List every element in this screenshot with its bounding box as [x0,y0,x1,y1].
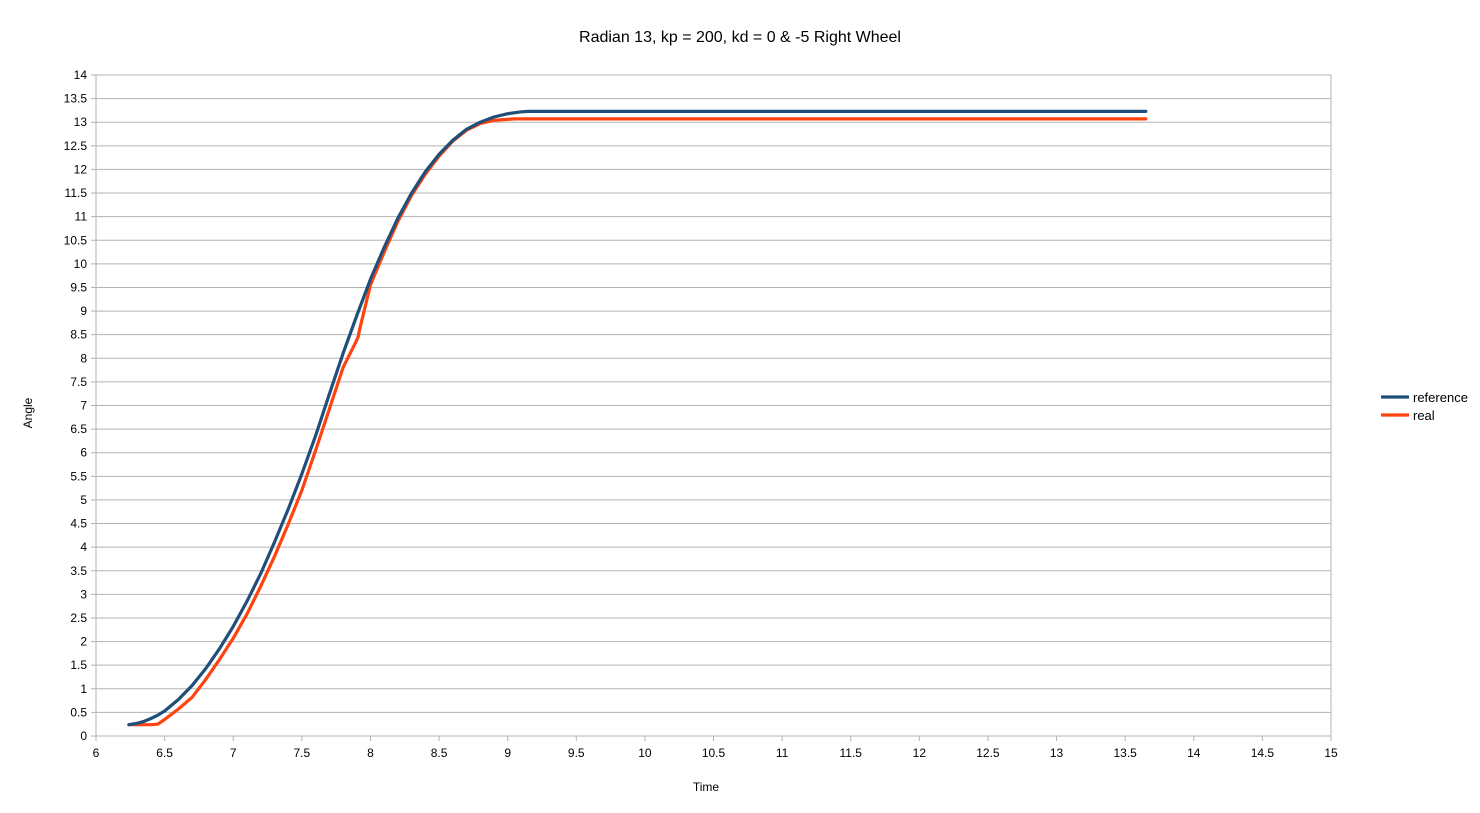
y-tick-label: 6 [80,446,87,460]
x-tick-label: 9 [504,746,511,760]
series-line-reference [127,109,1148,727]
y-tick-label: 9.5 [70,280,87,294]
y-tick-label: 13 [74,115,88,129]
y-tick-label: 11 [75,210,88,224]
y-tick-label: 0 [80,729,87,743]
y-tick-label: 5 [80,493,87,507]
y-tick-label: 8 [80,351,87,365]
y-tick-label: 8.5 [70,328,87,342]
x-tick-label: 6 [93,746,100,760]
x-tick-label: 10.5 [702,746,726,760]
series-line-real [127,117,1148,727]
y-tick-label: 12 [74,162,88,176]
y-tick-label: 3.5 [70,564,87,578]
x-tick-label: 12.5 [976,746,1000,760]
y-tick-label: 9 [80,304,87,318]
x-tick-label: 9.5 [568,746,585,760]
y-tick-label: 1 [80,682,87,696]
y-tick-label: 12.5 [64,139,88,153]
x-tick-label: 13.5 [1113,746,1137,760]
y-tick-label: 0.5 [70,705,87,719]
legend-label-reference: reference [1413,390,1468,405]
x-tick-label: 15 [1324,746,1338,760]
legend-label-real: real [1413,408,1435,423]
x-tick-label: 7 [230,746,237,760]
y-axis-ticks: 00.511.522.533.544.555.566.577.588.599.5… [64,68,96,743]
x-tick-label: 7.5 [293,746,310,760]
x-tick-label: 8 [367,746,374,760]
series-layer [127,109,1148,727]
x-tick-label: 13 [1050,746,1064,760]
x-tick-label: 14.5 [1251,746,1275,760]
x-axis-label: Time [693,780,720,794]
x-tick-label: 6.5 [156,746,173,760]
x-tick-label: 14 [1187,746,1201,760]
chart-title: Radian 13, kp = 200, kd = 0 & -5 Right W… [579,29,901,46]
x-tick-label: 12 [913,746,927,760]
x-tick-label: 10 [638,746,652,760]
y-tick-label: 6.5 [70,422,87,436]
y-tick-label: 3 [80,587,87,601]
y-tick-label: 10.5 [64,233,88,247]
y-axis-label: Angle [21,397,35,428]
y-tick-label: 11.5 [65,186,88,200]
legend: reference real [1381,390,1468,423]
y-tick-label: 4 [80,540,87,554]
y-tick-label: 13.5 [64,92,88,106]
y-tick-label: 2 [80,635,87,649]
gridlines [96,74,1331,713]
y-tick-label: 1.5 [70,658,87,672]
y-tick-label: 5.5 [70,469,87,483]
y-tick-label: 4.5 [70,517,87,531]
y-tick-label: 2.5 [70,611,87,625]
y-tick-label: 10 [74,257,88,271]
y-tick-label: 7.5 [70,375,87,389]
x-tick-label: 8.5 [431,746,448,760]
x-tick-label: 11.5 [839,746,862,760]
x-tick-label: 11 [776,746,789,760]
y-tick-label: 14 [74,68,88,82]
y-tick-label: 7 [80,399,87,413]
x-axis-ticks: 6 6.5 7 7.5 8 8.5 9 9.5 10 10.5 11 11.5 12 12.5 13 13.5… [93,736,1338,760]
